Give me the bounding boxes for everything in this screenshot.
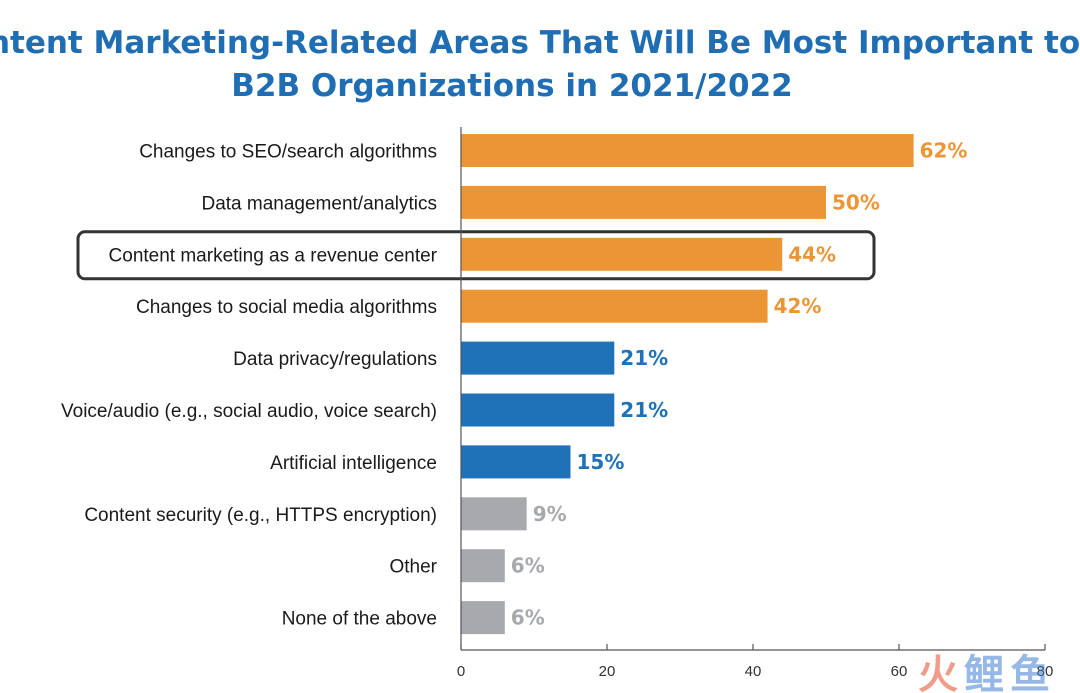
category-label: Other bbox=[389, 557, 437, 578]
category-label: Data privacy/regulations bbox=[233, 349, 437, 370]
bar bbox=[461, 393, 615, 427]
category-label: Content security (e.g., HTTPS encryption… bbox=[84, 505, 437, 526]
bar-value-label: 15% bbox=[577, 450, 625, 474]
bar bbox=[461, 601, 505, 635]
bar bbox=[461, 497, 527, 531]
category-label: Changes to SEO/search algorithms bbox=[139, 142, 437, 163]
category-label: Content marketing as a revenue center bbox=[109, 245, 438, 266]
bar bbox=[461, 445, 571, 479]
bar bbox=[461, 134, 914, 167]
x-tick-label: 0 bbox=[457, 663, 465, 680]
category-label: Artificial intelligence bbox=[270, 453, 437, 474]
bar bbox=[461, 237, 783, 271]
highlight-box bbox=[76, 230, 876, 281]
bar-value-label: 6% bbox=[511, 606, 545, 630]
category-label: None of the above bbox=[282, 609, 437, 630]
chart-title: Content Marketing-Related Areas That Wil… bbox=[0, 25, 1080, 104]
watermark-glyph: 鱼 bbox=[1010, 652, 1050, 693]
chart-title-line: B2B Organizations in 2021/2022 bbox=[231, 68, 792, 104]
bars: Changes to SEO/search algorithms 62% Data … bbox=[61, 134, 968, 635]
bar-value-label: 21% bbox=[620, 346, 668, 370]
category-label: Data management/analytics bbox=[201, 193, 437, 214]
watermark-glyph: 鲤 bbox=[964, 652, 1004, 693]
category-label: Voice/audio (e.g., social audio, voice s… bbox=[61, 401, 437, 422]
bar-value-label: 44% bbox=[788, 242, 836, 266]
bar-value-label: 62% bbox=[920, 139, 968, 163]
bar-value-label: 42% bbox=[774, 294, 822, 318]
x-tick-label: 60 bbox=[891, 663, 908, 680]
bar-value-label: 21% bbox=[620, 398, 668, 422]
chart-title-line: Content Marketing-Related Areas That Wil… bbox=[0, 25, 1080, 61]
watermark-glyph: 火 bbox=[918, 652, 958, 693]
x-tick-label: 40 bbox=[745, 663, 762, 680]
watermark: 火鲤鱼 bbox=[918, 652, 1050, 693]
bar bbox=[461, 289, 768, 323]
bar-value-label: 9% bbox=[533, 502, 567, 526]
bar bbox=[461, 341, 615, 375]
category-label: Changes to social media algorithms bbox=[136, 297, 437, 318]
axes: 0 20 40 60 80 bbox=[457, 127, 1054, 680]
x-tick-label: 80 bbox=[1037, 663, 1054, 680]
bar bbox=[461, 549, 505, 583]
bar-value-label: 6% bbox=[511, 554, 545, 578]
x-tick-label: 20 bbox=[599, 663, 616, 680]
bar-value-label: 50% bbox=[832, 190, 880, 214]
highlight-box-group bbox=[76, 230, 876, 281]
bar bbox=[461, 185, 826, 219]
